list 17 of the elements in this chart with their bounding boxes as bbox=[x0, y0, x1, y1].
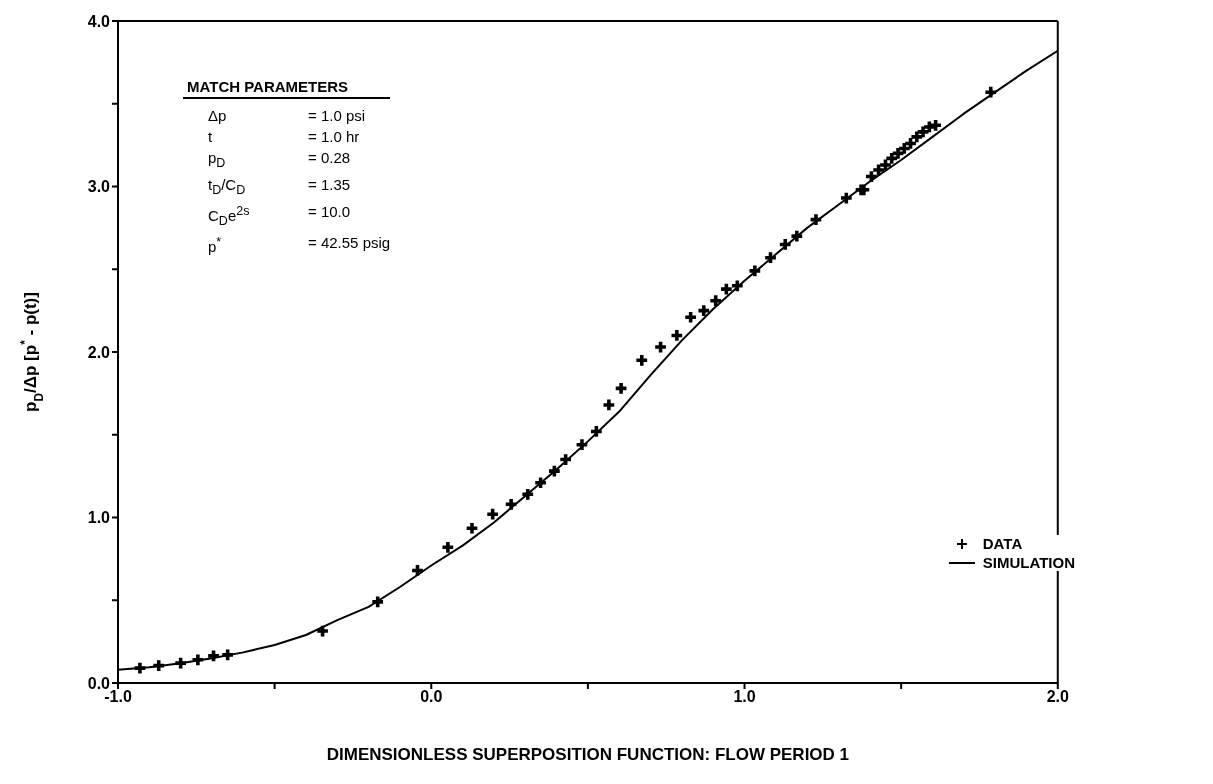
x-axis-title: DIMENSIONLESS SUPERPOSITION FUNCTION: FLOW PERIOD 1 bbox=[326, 745, 850, 764]
text: Δp = 1.0 psi bbox=[208, 107, 366, 124]
x-tick-label: 0.0 bbox=[420, 688, 443, 706]
text: p$_{D}$ = 0.28 bbox=[208, 149, 351, 170]
x-tick-label: 1.0 bbox=[733, 688, 756, 706]
legend-label: SIMULATION bbox=[982, 554, 1075, 571]
annotation: MATCH PARAMETERS bbox=[183, 78, 391, 99]
y-tick-label: 2.0 bbox=[87, 343, 111, 361]
text: C$_{D}$e$^{2s}$ = 10.0 bbox=[208, 203, 351, 228]
text: p$^{*}$ = 42.55 psig bbox=[208, 234, 391, 255]
legend-label: DATA bbox=[982, 535, 1023, 552]
text: t = 1.0 hr bbox=[208, 128, 360, 145]
x-tick-label: 2.0 bbox=[1046, 688, 1069, 706]
y-tick-label: 1.0 bbox=[87, 509, 111, 527]
y-tick-label: 3.0 bbox=[87, 178, 111, 196]
text: t$_{D}$/C$_{D}$ = 1.35 bbox=[208, 176, 351, 197]
y-tick-label: 4.0 bbox=[87, 12, 111, 30]
